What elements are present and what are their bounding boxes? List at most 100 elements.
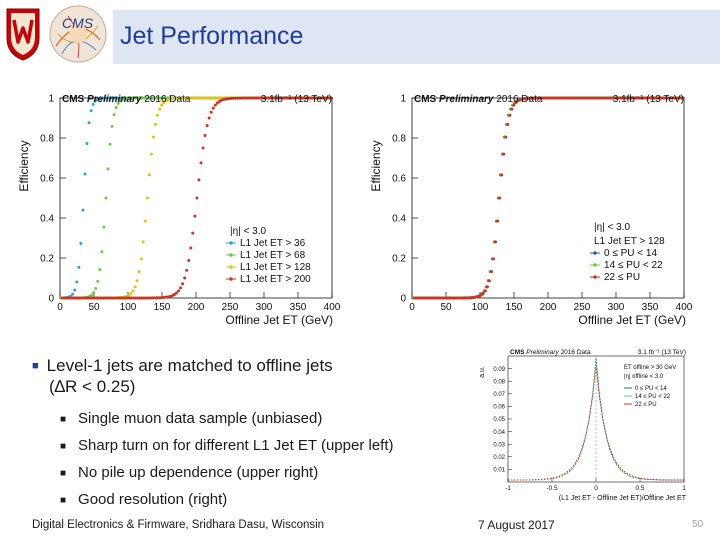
x-tick-label: 400: [676, 302, 693, 313]
y-tick-label: 0.05: [493, 417, 505, 423]
data-point: [143, 219, 147, 223]
data-point: [156, 113, 160, 117]
data-point: [145, 196, 149, 200]
data-point: [207, 116, 211, 120]
bullet-main: ■ Level-1 jets are matched to offline jet…: [32, 356, 492, 376]
data-point: [92, 291, 96, 295]
data-point: [681, 96, 685, 100]
chart-legend: |η| < 3.0 L1 Jet ET > 128 0 ≤ PU < 1414 …: [590, 222, 665, 283]
chart-title: CMS Preliminary 2016 Data: [62, 94, 191, 105]
data-point: [177, 289, 181, 293]
y-tick-label: 0: [48, 294, 54, 305]
data-point: [71, 292, 75, 296]
x-tick-label: 100: [120, 302, 137, 313]
legend-label: L1 Jet ET > 68: [240, 250, 306, 261]
x-tick-label: 50: [440, 302, 452, 313]
y-tick-label: 0.8: [392, 134, 406, 145]
data-point: [149, 152, 153, 156]
data-point: [73, 288, 77, 292]
chart-lumi: 3.1 fb⁻¹ (13 TeV): [638, 349, 686, 356]
data-point: [100, 250, 104, 254]
legend-marker: [229, 265, 233, 269]
x-tick-label: 150: [154, 302, 171, 313]
data-point: [502, 152, 506, 156]
data-point: [158, 107, 162, 111]
data-point: [87, 121, 91, 125]
chart-legend: ET offline > 30 GeV |η| offline < 3.0 0 …: [624, 365, 676, 408]
data-point: [83, 172, 87, 176]
data-point: [496, 219, 500, 223]
y-tick-label: 0.2: [40, 254, 54, 265]
data-point: [106, 167, 110, 171]
x-tick-label: 150: [506, 302, 523, 313]
y-tick-label: 1: [400, 94, 406, 105]
legend-label: 14 ≤ PU < 22: [635, 394, 671, 400]
data-point: [104, 196, 108, 200]
data-point: [506, 122, 510, 126]
data-point: [108, 142, 112, 146]
efficiency-threshold-chart: 0 50 100 150 200 250 300 350 400 0 0.2 0.4 0.6 0.8 1 C…: [17, 94, 341, 328]
data-point: [211, 106, 215, 110]
x-tick-label: 1: [682, 485, 686, 492]
data-point: [330, 96, 334, 100]
data-point: [189, 246, 193, 250]
data-point: [141, 240, 145, 244]
cms-logo-icon: CMS: [49, 5, 107, 63]
y-axis-label: Efficiency: [369, 140, 383, 191]
footer-date: 7 August 2017: [478, 518, 555, 532]
data-point: [129, 291, 133, 295]
data-point: [147, 173, 151, 177]
y-tick-label: 1: [48, 94, 54, 105]
data-point: [127, 293, 131, 297]
efficiency-pileup-chart: 0 50 100 150 200 250 300 350 400 0 0.2 0.4 0.6 0.8 1 C…: [369, 94, 693, 328]
data-point: [494, 240, 498, 244]
y-tick-label: 0.01: [493, 468, 505, 474]
y-tick-label: 0: [400, 294, 406, 305]
y-tick-label: 0.2: [392, 254, 406, 265]
legend-marker: [229, 253, 233, 257]
data-point: [213, 103, 217, 107]
data-point: [514, 101, 518, 105]
data-point: [179, 286, 183, 290]
y-tick-label: 0.06: [493, 405, 505, 411]
x-tick-label: 0: [57, 302, 63, 313]
data-point: [203, 133, 207, 137]
sub-bullet: ■ Good resolution (right): [60, 491, 228, 508]
data-point: [154, 122, 157, 126]
y-axis-label: Efficiency: [17, 140, 31, 191]
x-tick-label: -0.5: [546, 485, 558, 492]
x-tick-label: 350: [290, 302, 307, 313]
data-point: [481, 291, 485, 295]
data-point: [79, 241, 83, 245]
chart-lumi: 3.1fb⁻¹ (13 TeV): [613, 94, 684, 105]
data-point: [485, 285, 489, 289]
data-point: [500, 173, 504, 177]
y-tick-label: 0.08: [493, 379, 505, 385]
legend-header: |η| < 3.0: [230, 226, 266, 237]
y-tick-label: 0.6: [392, 174, 406, 185]
y-tick-label: 0.4: [40, 214, 54, 225]
data-point: [98, 268, 102, 272]
x-axis-label: Offline Jet ET (GeV): [578, 313, 686, 327]
data-point: [201, 146, 205, 150]
y-tick-label: 0.07: [493, 392, 505, 398]
data-point: [131, 289, 135, 293]
slide-title: Jet Performance: [120, 22, 304, 50]
bullet-list: ■ Level-1 jets are matched to offline jet…: [32, 356, 492, 514]
x-tick-label: 350: [642, 302, 659, 313]
uw-crest-icon: [6, 8, 40, 61]
x-tick-label: 250: [574, 302, 591, 313]
legend-label: 22 ≤ PU: [635, 402, 657, 408]
y-tick-label: 0.4: [392, 214, 406, 225]
bullet-square-icon: ■: [32, 360, 39, 372]
x-tick-label: 300: [256, 302, 273, 313]
x-tick-label: 100: [472, 302, 489, 313]
data-point: [479, 293, 483, 297]
data-point: [81, 208, 85, 212]
y-tick-label: 0.09: [493, 367, 505, 373]
bullet-main-continued: (∆R < 0.25): [49, 377, 136, 396]
data-point: [185, 268, 189, 272]
sub-bullet: ■ Sharp turn on for different L1 Jet ET (…: [60, 437, 394, 454]
data-point: [116, 101, 120, 105]
